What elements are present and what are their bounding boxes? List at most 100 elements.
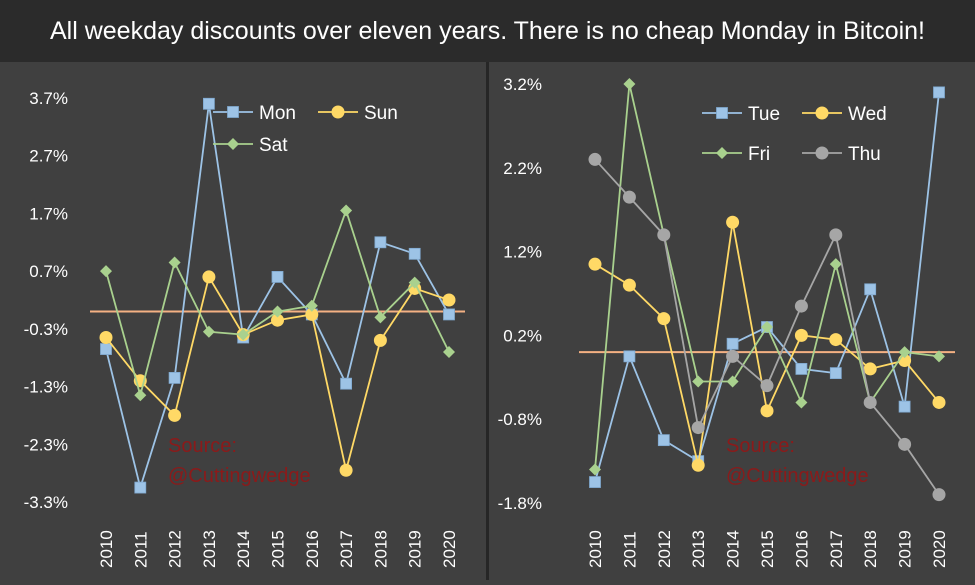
legend-label: Sun (364, 103, 398, 124)
data-point-mon (374, 236, 387, 249)
y-tick-label: 1.2% (503, 243, 542, 262)
data-point-sun (99, 331, 113, 345)
data-point-mon (202, 97, 215, 110)
series-line-wed (594, 222, 940, 466)
y-tick-label: 3.7% (29, 89, 68, 108)
source-text: Source: (726, 435, 795, 457)
x-tick-label: 2015 (758, 530, 777, 568)
legend-label: Wed (848, 104, 887, 125)
data-point-sat (168, 256, 181, 269)
series-line-mon (105, 103, 450, 491)
data-point-thu (691, 421, 705, 435)
legend-marker (815, 106, 829, 120)
x-tick-label: 2020 (440, 530, 459, 568)
x-tick-label: 2013 (689, 530, 708, 568)
x-tick-label: 2016 (792, 530, 811, 568)
legend-label: Fri (748, 144, 770, 165)
data-point-sun (202, 270, 216, 284)
y-tick-label: 2.7% (29, 147, 68, 166)
x-tick-label: 2014 (724, 530, 743, 568)
x-tick-label: 2015 (269, 530, 288, 568)
x-tick-label: 2011 (620, 531, 639, 568)
source-text: Source: (168, 435, 237, 457)
data-point-sat (237, 328, 250, 341)
series-line-sat (105, 207, 450, 399)
data-point-sat (202, 325, 215, 338)
data-point-sun (373, 333, 387, 347)
y-tick-label: -1.3% (24, 378, 68, 397)
data-point-thu (794, 299, 808, 313)
legend-label: Tue (748, 104, 780, 125)
y-tick-label: 0.7% (29, 262, 68, 281)
x-tick-label: 2020 (930, 530, 949, 568)
legend-marker (716, 107, 728, 119)
legend-label: Thu (848, 144, 881, 165)
legend-entry-mon: Mon (213, 103, 296, 124)
data-point-wed (657, 312, 671, 326)
y-tick-label: -1.8% (498, 494, 542, 513)
x-tick-label: 2010 (586, 530, 605, 568)
data-point-sat (408, 276, 421, 289)
x-tick-label: 2012 (655, 530, 674, 568)
data-point-wed (691, 458, 705, 472)
source-text: @Cuttingwedge (168, 465, 311, 487)
series-sat (100, 204, 455, 402)
data-point-wed (794, 328, 808, 342)
legend-marker (815, 146, 829, 160)
y-tick-label: -2.3% (24, 435, 68, 454)
x-tick-label: 2013 (200, 530, 219, 568)
data-point-sun (339, 463, 353, 477)
x-tick-label: 2011 (131, 531, 150, 568)
y-tick-label: 0.2% (503, 326, 542, 345)
chart-title: All weekday discounts over eleven years.… (0, 0, 975, 62)
data-point-fri (795, 396, 808, 409)
data-point-wed (588, 257, 602, 271)
x-tick-label: 2012 (166, 530, 185, 568)
y-tick-label: 2.2% (503, 159, 542, 178)
data-point-fri (761, 321, 773, 334)
data-point-fri (829, 258, 842, 271)
data-point-wed (622, 278, 636, 292)
data-point-fri (898, 346, 911, 359)
data-point-thu (760, 379, 774, 393)
data-point-tue (657, 434, 670, 447)
data-point-sat (271, 305, 284, 318)
data-point-thu (829, 228, 843, 242)
data-point-thu (622, 190, 636, 204)
data-point-mon (271, 271, 284, 283)
data-point-tue (623, 350, 636, 363)
data-point-tue (589, 476, 601, 488)
data-point-thu (588, 152, 602, 166)
data-point-sun (442, 293, 456, 307)
x-tick-label: 2018 (861, 530, 880, 568)
data-point-sat (374, 311, 387, 324)
data-point-tue (795, 363, 808, 375)
y-tick-label: -3.3% (24, 493, 68, 512)
data-point-mon (134, 481, 147, 494)
data-point-fri (589, 463, 601, 476)
x-tick-label: 2019 (406, 530, 425, 568)
legend-marker (331, 105, 345, 119)
data-point-thu (726, 349, 740, 363)
right-chart-panel: 3.2% 2.2% 1.2% 0.2% -0.8% -1.8% 2010 2011 2012 20… (489, 62, 975, 580)
data-point-sat (305, 299, 318, 312)
legend-label: Sat (259, 135, 288, 156)
legend-label: Mon (259, 103, 296, 124)
y-tick-label: 3.2% (503, 75, 542, 94)
legend-marker (227, 138, 239, 150)
data-point-tue (898, 400, 911, 413)
data-point-wed (760, 404, 774, 418)
data-point-thu (932, 488, 946, 502)
data-point-tue (726, 337, 739, 350)
data-point-sun (271, 313, 284, 327)
data-point-mon (408, 247, 421, 260)
data-point-tue (829, 367, 842, 380)
x-tick-label: 2014 (234, 530, 253, 568)
data-point-mon (340, 377, 353, 390)
data-point-sun (305, 307, 319, 321)
data-point-fri (623, 78, 636, 90)
data-point-wed (932, 395, 946, 409)
panel-divider (486, 62, 489, 580)
legend-entry-sat: Sat (213, 135, 288, 156)
source-text: @Cuttingwedge (726, 465, 869, 487)
